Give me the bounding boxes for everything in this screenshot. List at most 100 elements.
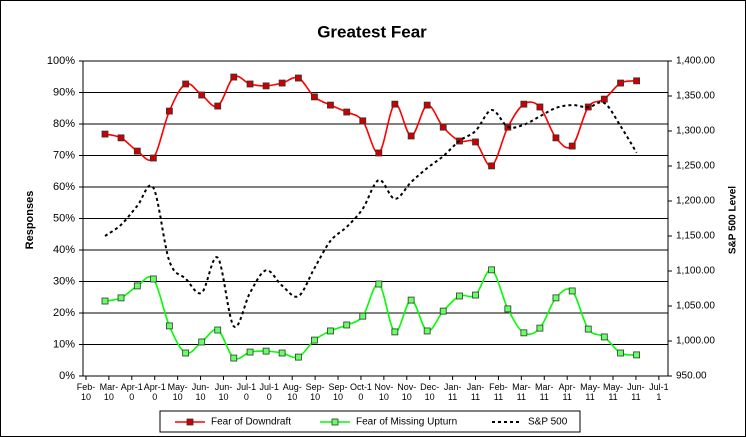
y-tick-label: 20% [53, 307, 75, 319]
marker [149, 154, 157, 162]
x-tick-label: Aug-10 [282, 382, 302, 402]
y-tick-label: 60% [53, 181, 75, 193]
marker [439, 123, 447, 131]
marker [439, 307, 447, 315]
marker [278, 349, 286, 357]
marker [552, 294, 560, 302]
marker [600, 333, 608, 341]
marker [584, 325, 592, 333]
marker [343, 108, 351, 116]
marker [198, 338, 206, 346]
marker [375, 149, 383, 157]
y-tick-label: 70% [53, 149, 75, 161]
y2-tick-label: 1,400.00 [676, 56, 715, 67]
x-tick-label: Nov-10 [374, 382, 394, 402]
marker [165, 107, 173, 115]
series-line [104, 269, 637, 360]
legend-box [159, 410, 581, 433]
marker [294, 74, 302, 82]
x-tick-label: Jun-11 [627, 382, 645, 402]
marker [504, 305, 512, 313]
x-tick-label: Apr-11 [558, 382, 576, 402]
y-tick-label: 100% [47, 55, 75, 67]
marker [182, 80, 190, 88]
legend-label: S&P 500 [528, 417, 568, 428]
marker [246, 348, 254, 356]
y-tick-label: 80% [53, 118, 75, 130]
marker [327, 327, 334, 335]
legend-label: Fear of Missing Upturn [356, 417, 457, 428]
x-tick-label: Sep-10 [305, 382, 325, 402]
marker [165, 322, 173, 330]
x-tick-label: Jul-11 [649, 382, 669, 402]
marker [423, 327, 431, 335]
marker [359, 117, 367, 125]
x-tick-label: May-10 [167, 382, 188, 402]
marker [214, 102, 222, 110]
marker [568, 287, 576, 295]
x-tick-label: Mar-11 [512, 382, 531, 402]
x-tick-label: Mar-10 [99, 382, 119, 402]
y-axis-label: Responses [24, 191, 36, 250]
marker [617, 349, 624, 357]
marker [214, 326, 222, 334]
y2-tick-label: 1,200.00 [676, 196, 715, 207]
marker [294, 353, 302, 361]
marker [552, 134, 560, 142]
y2-tick-label: 1,300.00 [676, 126, 715, 137]
marker [133, 147, 141, 155]
marker [343, 321, 351, 329]
marker [246, 80, 254, 88]
marker [262, 82, 270, 90]
marker [117, 294, 125, 302]
y-tick-label: 0% [59, 370, 75, 382]
marker [456, 292, 463, 300]
marker [149, 275, 157, 283]
chart-title: Greatest Fear [317, 22, 427, 41]
marker [520, 329, 528, 337]
y2-tick-label: 1,000.00 [676, 336, 715, 347]
x-tick-label: May-11 [603, 382, 623, 402]
legend-label: Fear of Downdraft [211, 417, 291, 428]
marker [327, 101, 334, 109]
marker [407, 132, 415, 140]
x-tick-label: Jul-10 [236, 382, 257, 402]
marker [617, 79, 624, 87]
y-tick-label: 30% [53, 275, 75, 287]
y2-tick-label: 1,050.00 [676, 301, 715, 312]
legend-marker [186, 418, 194, 426]
marker [101, 130, 109, 138]
marker [311, 336, 318, 344]
x-tick-label: May-11 [580, 382, 601, 402]
x-tick-label: Jun-10 [191, 382, 210, 402]
x-tick-label: Nov-10 [397, 382, 417, 402]
legend-marker [331, 418, 339, 426]
x-tick-label: Jun-10 [214, 382, 233, 402]
series-line [104, 75, 637, 167]
marker [488, 266, 495, 274]
marker [600, 95, 608, 103]
marker [117, 134, 125, 142]
marker [278, 79, 286, 87]
x-tick-label: Sep-10 [328, 382, 348, 402]
marker [359, 312, 367, 320]
marker [472, 291, 479, 299]
marker [633, 77, 641, 85]
marker [133, 282, 141, 290]
marker [520, 100, 528, 108]
marker [536, 324, 544, 332]
x-tick-label: Jul-10 [259, 382, 280, 402]
x-tick-label: Mar-11 [535, 382, 554, 402]
y2-tick-label: 1,350.00 [676, 91, 715, 102]
marker [230, 354, 238, 362]
y-tick-label: 50% [53, 212, 75, 224]
series-line [104, 101, 638, 328]
marker [198, 91, 206, 99]
x-tick-label: Apr-10 [143, 382, 166, 402]
x-tick-label: Dec-10 [420, 382, 440, 402]
marker [375, 280, 383, 288]
x-tick-label: Feb-10 [76, 382, 96, 402]
plot-area [82, 60, 669, 377]
